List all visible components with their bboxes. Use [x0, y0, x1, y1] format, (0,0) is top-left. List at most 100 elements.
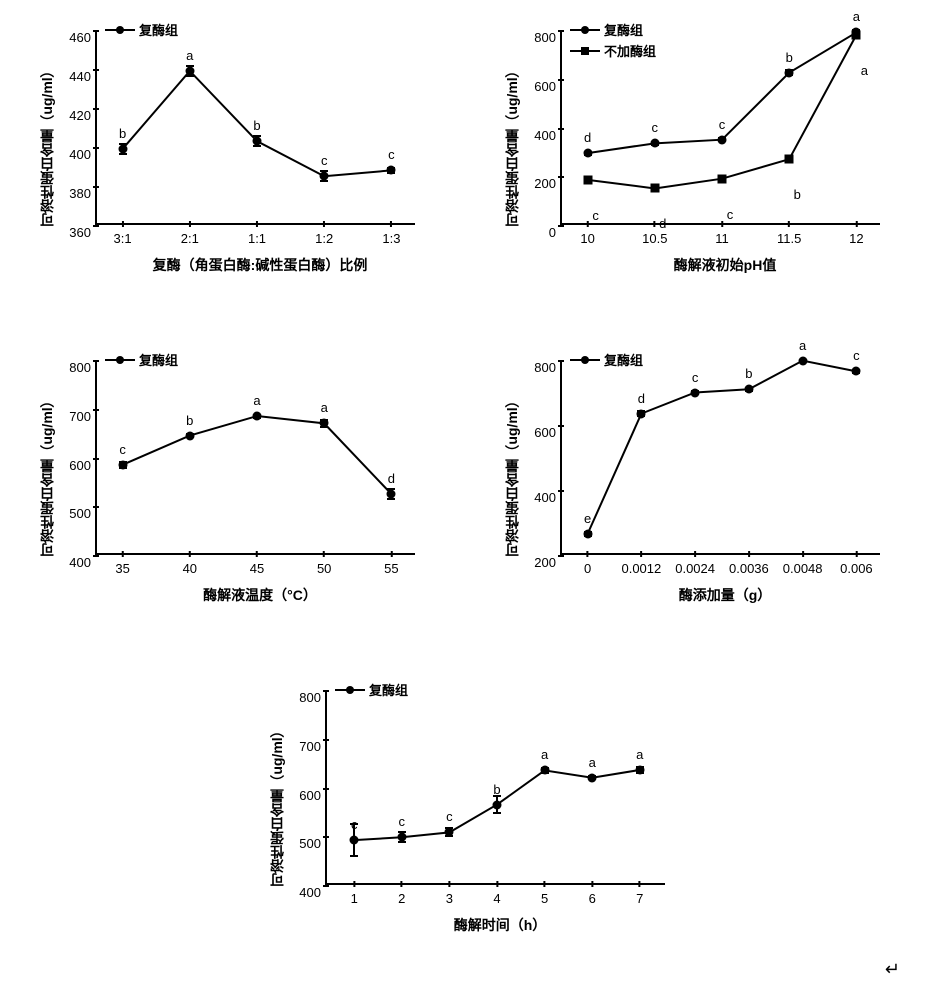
- data-lines: [97, 360, 415, 553]
- x-tick: 0.006: [840, 553, 873, 576]
- y-axis-label: 可溶性蛋白含量（ug/ml）: [502, 63, 522, 226]
- point-annotation: c: [853, 348, 860, 363]
- x-tick: 11: [715, 223, 729, 246]
- x-tick: 0.0012: [621, 553, 661, 576]
- point-annotation: a: [853, 9, 860, 24]
- plot-area: 20040060080000.00120.00240.00360.00480.0…: [560, 360, 880, 555]
- x-tick: 1:2: [315, 223, 333, 246]
- legend-marker-circle: [570, 359, 600, 361]
- data-point: [253, 412, 262, 421]
- return-symbol: ↵: [885, 959, 900, 980]
- point-annotation: c: [351, 817, 358, 832]
- point-annotation: a: [799, 338, 806, 353]
- point-annotation: c: [321, 153, 328, 168]
- point-annotation: a: [253, 393, 260, 408]
- point-annotation: c: [592, 208, 599, 223]
- point-annotation: a: [861, 63, 868, 78]
- data-point: [637, 409, 646, 418]
- x-tick: 0: [584, 553, 591, 576]
- data-point: [583, 175, 592, 184]
- point-annotation: c: [399, 814, 406, 829]
- x-tick: 0.0036: [729, 553, 769, 576]
- x-tick: 3: [446, 883, 453, 906]
- point-annotation: b: [119, 126, 126, 141]
- chart3: 4005006007008003540455055cbaad可溶性蛋白含量（ug…: [95, 350, 425, 600]
- data-point: [650, 184, 659, 193]
- point-annotation: c: [719, 117, 726, 132]
- data-point: [744, 385, 753, 394]
- chart-grid: 3603804004204404603:12:11:11:21:3babcc可溶…: [0, 0, 930, 1000]
- data-point: [785, 155, 794, 164]
- data-point: [185, 431, 194, 440]
- data-point: [350, 836, 359, 845]
- series-line-0: [588, 361, 857, 534]
- x-tick: 0.0048: [783, 553, 823, 576]
- plot-area: 4005006007008001234567cccbaaa: [325, 690, 665, 885]
- series-line-0: [123, 416, 392, 494]
- legend: 复酶组: [335, 680, 408, 701]
- x-tick: 55: [384, 553, 398, 576]
- x-tick: 35: [115, 553, 129, 576]
- x-tick: 45: [250, 553, 264, 576]
- point-annotation: e: [584, 511, 591, 526]
- chart2: 02004006008001010.51111.512dccbacdcba可溶性…: [560, 20, 890, 270]
- point-annotation: a: [321, 400, 328, 415]
- x-tick: 5: [541, 883, 548, 906]
- legend-marker-circle: [105, 29, 135, 31]
- point-annotation: d: [659, 216, 666, 231]
- legend-item: 不加酶组: [570, 41, 656, 60]
- data-point: [650, 139, 659, 148]
- point-annotation: b: [786, 50, 793, 65]
- x-tick: 40: [183, 553, 197, 576]
- legend-label: 复酶组: [369, 680, 408, 699]
- data-point: [253, 137, 262, 146]
- legend-item: 复酶组: [570, 350, 643, 369]
- legend: 复酶组: [105, 350, 178, 371]
- point-annotation: c: [119, 442, 126, 457]
- data-point: [118, 144, 127, 153]
- point-annotation: d: [388, 471, 395, 486]
- x-tick: 3:1: [114, 223, 132, 246]
- point-annotation: a: [589, 755, 596, 770]
- legend-item: 复酶组: [105, 20, 178, 39]
- point-annotation: a: [186, 48, 193, 63]
- x-axis-label: 酶解液温度（°C）: [203, 585, 317, 605]
- data-point: [118, 460, 127, 469]
- legend-marker-circle: [335, 689, 365, 691]
- legend-item: 复酶组: [570, 20, 656, 39]
- point-annotation: b: [186, 413, 193, 428]
- legend-label: 复酶组: [139, 20, 178, 39]
- x-tick: 1: [351, 883, 358, 906]
- x-axis-label: 复酶（角蛋白酶:碱性蛋白酶）比例: [153, 255, 368, 275]
- legend-item: 复酶组: [105, 350, 178, 369]
- legend-label: 复酶组: [604, 350, 643, 369]
- point-annotation: a: [636, 747, 643, 762]
- data-point: [397, 833, 406, 842]
- data-point: [635, 765, 644, 774]
- data-lines: [562, 360, 880, 553]
- x-tick: 6: [589, 883, 596, 906]
- chart1: 3603804004204404603:12:11:11:21:3babcc可溶…: [95, 20, 425, 270]
- legend: 复酶组不加酶组: [570, 20, 656, 62]
- data-point: [583, 149, 592, 158]
- legend-marker-circle: [570, 29, 600, 31]
- data-point: [540, 766, 549, 775]
- data-point: [387, 166, 396, 175]
- x-tick: 10: [580, 223, 594, 246]
- data-point: [718, 135, 727, 144]
- point-annotation: d: [584, 130, 591, 145]
- y-axis-label: 可溶性蛋白含量（ug/ml）: [267, 723, 287, 886]
- data-point: [583, 529, 592, 538]
- legend-label: 复酶组: [604, 20, 643, 39]
- data-point: [445, 828, 454, 837]
- x-axis-label: 酶添加量（g）: [679, 585, 772, 605]
- x-tick: 1:3: [382, 223, 400, 246]
- data-point: [185, 66, 194, 75]
- data-point: [785, 68, 794, 77]
- x-tick: 50: [317, 553, 331, 576]
- point-annotation: b: [794, 187, 801, 202]
- legend-item: 复酶组: [335, 680, 408, 699]
- data-point: [493, 800, 502, 809]
- y-axis-label: 可溶性蛋白含量（ug/ml）: [37, 63, 57, 226]
- x-tick: 12: [849, 223, 863, 246]
